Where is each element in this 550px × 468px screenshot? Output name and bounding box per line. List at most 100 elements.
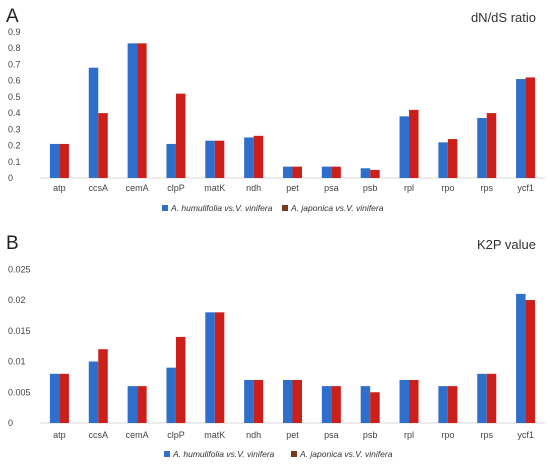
panel-b-category-ycf1: ycf1 — [517, 430, 534, 440]
bar-a-matK-series1 — [205, 140, 215, 178]
bar-a-atp-series1 — [49, 143, 60, 178]
bar-a-ycf1-series2 — [525, 77, 536, 178]
panel-b-ytick-5: 0.025 — [8, 264, 31, 274]
panel-a-ytick-2: 0.2 — [8, 141, 21, 151]
bar-b-pet-series1 — [283, 379, 293, 423]
legend-b-swatch-1 — [164, 451, 170, 457]
panel-a-y-axis: 0 0.1 0.2 0.3 0.4 0.5 0.6 0.7 0.8 0.9 — [8, 27, 21, 183]
bar-b-ycf1-series1 — [516, 293, 526, 423]
bar-a-rpl-series1 — [399, 116, 410, 178]
bar-a-cemA-series1 — [127, 43, 138, 178]
bar-a-atp-series2 — [59, 143, 69, 178]
panel-a-category-matK: matK — [204, 183, 225, 193]
bar-b-atp-series1 — [49, 373, 60, 423]
bar-a-ndh-series2 — [253, 135, 264, 178]
bar-a-rpo-series1 — [438, 142, 448, 178]
panel-a-ytick-3: 0.3 — [8, 124, 21, 134]
bar-b-cemA-series2 — [137, 386, 147, 423]
bar-b-matK-series1 — [205, 312, 215, 423]
bar-a-pet-series2 — [292, 166, 302, 178]
panel-b-title: K2P value — [477, 237, 536, 252]
panel-b-ytick-3: 0.015 — [8, 326, 31, 336]
panel-b-category-rps: rps — [480, 430, 493, 440]
panel-b-ytick-2: 0.01 — [8, 357, 26, 367]
panel-b-y-axis: 0 0.005 0.01 0.015 0.02 0.025 — [8, 264, 31, 428]
bar-a-ycf1-series1 — [516, 79, 526, 178]
bar-a-matK-series2 — [214, 140, 225, 178]
panel-a-title: dN/dS ratio — [471, 10, 536, 25]
bar-b-rps-series2 — [486, 373, 497, 423]
bar-b-ccsA-series2 — [98, 349, 108, 423]
bar-b-matK-series2 — [214, 312, 225, 423]
legend-b-label-2: A. japonica vs.V. vinifera — [299, 449, 393, 459]
panel-a-bars — [40, 43, 545, 179]
panel-b-ytick-1: 0.005 — [8, 387, 31, 397]
panel-a-x-axis: atp ccsA cemA clpP matK ndh pet psa psb rpl rpo rps… — [53, 183, 534, 193]
panel-a-ytick-8: 0.8 — [8, 43, 21, 53]
bar-a-rpo-series2 — [447, 139, 458, 178]
bar-b-rpl-series2 — [409, 379, 419, 423]
panel-b-ytick-0: 0 — [8, 418, 13, 428]
panel-a-ytick-6: 0.6 — [8, 76, 21, 86]
panel-b-category-ndh: ndh — [246, 430, 261, 440]
bar-b-rpo-series2 — [447, 386, 458, 423]
bar-a-psa-series2 — [331, 166, 341, 178]
legend-a-label-1: A. humulifolia vs.V. vinifera — [170, 203, 273, 213]
legend-a-label-2: A. japonica vs.V. vinifera — [290, 203, 384, 213]
legend-b-swatch-2 — [291, 451, 297, 457]
panel-a-category-atp: atp — [53, 183, 66, 193]
bar-a-rps-series1 — [477, 117, 487, 178]
bar-b-rpl-series1 — [399, 379, 410, 423]
panel-a-category-ndh: ndh — [246, 183, 261, 193]
panel-a-category-rpo: rpo — [441, 183, 454, 193]
panel-b-category-rpo: rpo — [441, 430, 454, 440]
panel-a-category-pet: pet — [286, 183, 299, 193]
bar-b-pet-series2 — [292, 379, 302, 423]
panel-b-letter: B — [6, 233, 19, 254]
bar-a-ccsA-series2 — [98, 113, 108, 178]
panel-b-category-ccsA: ccsA — [89, 430, 109, 440]
panel-b-category-psb: psb — [363, 430, 378, 440]
bar-b-ndh-series2 — [253, 379, 264, 423]
panel-a-category-clpP: clpP — [167, 183, 185, 193]
bar-b-psa-series2 — [331, 386, 341, 423]
bar-a-rpl-series2 — [409, 109, 419, 178]
bar-b-psa-series1 — [321, 386, 332, 423]
bar-b-cemA-series1 — [127, 386, 138, 423]
panel-a-category-ycf1: ycf1 — [517, 183, 534, 193]
panel-a-category-psb: psb — [363, 183, 378, 193]
panel-b-category-matK: matK — [204, 430, 225, 440]
bar-b-psb-series1 — [360, 386, 371, 423]
panel-b-bars — [40, 293, 545, 424]
panel-a-category-rps: rps — [480, 183, 493, 193]
bar-b-rps-series1 — [477, 373, 487, 423]
panel-a-letter: A — [6, 6, 19, 27]
panel-a-legend: A. humulifolia vs.V. vinifera A. japonic… — [162, 203, 384, 213]
bar-a-psb-series1 — [360, 168, 371, 178]
panel-a-ytick-0: 0 — [8, 173, 13, 183]
panel-a-ytick-9: 0.9 — [8, 27, 21, 37]
panel-a-ytick-1: 0.1 — [8, 157, 21, 167]
panel-b-category-cemA: cemA — [126, 430, 149, 440]
panel-a-category-psa: psa — [324, 183, 339, 193]
panel-b-legend: A. humulifolia vs.V. vinifera A. japonic… — [164, 449, 393, 459]
bar-b-clpP-series2 — [175, 336, 186, 423]
panel-a-category-ccsA: ccsA — [89, 183, 109, 193]
bar-a-ndh-series1 — [244, 137, 254, 178]
bar-a-ccsA-series1 — [88, 67, 99, 178]
bar-a-psa-series1 — [321, 166, 332, 178]
bar-a-psb-series2 — [370, 169, 380, 178]
panel-a-ytick-5: 0.5 — [8, 92, 21, 102]
bar-b-ycf1-series2 — [525, 300, 536, 423]
bar-a-pet-series1 — [283, 166, 293, 178]
panel-a-category-rpl: rpl — [404, 183, 414, 193]
panel-b-category-psa: psa — [324, 430, 339, 440]
bar-b-ndh-series1 — [244, 379, 254, 423]
bar-b-ccsA-series1 — [88, 361, 99, 423]
bar-a-rps-series2 — [486, 113, 497, 178]
panel-b-category-pet: pet — [286, 430, 299, 440]
bar-b-psb-series2 — [370, 392, 380, 423]
legend-b-label-1: A. humulifolia vs.V. vinifera — [172, 449, 275, 459]
bar-a-clpP-series1 — [166, 143, 176, 178]
